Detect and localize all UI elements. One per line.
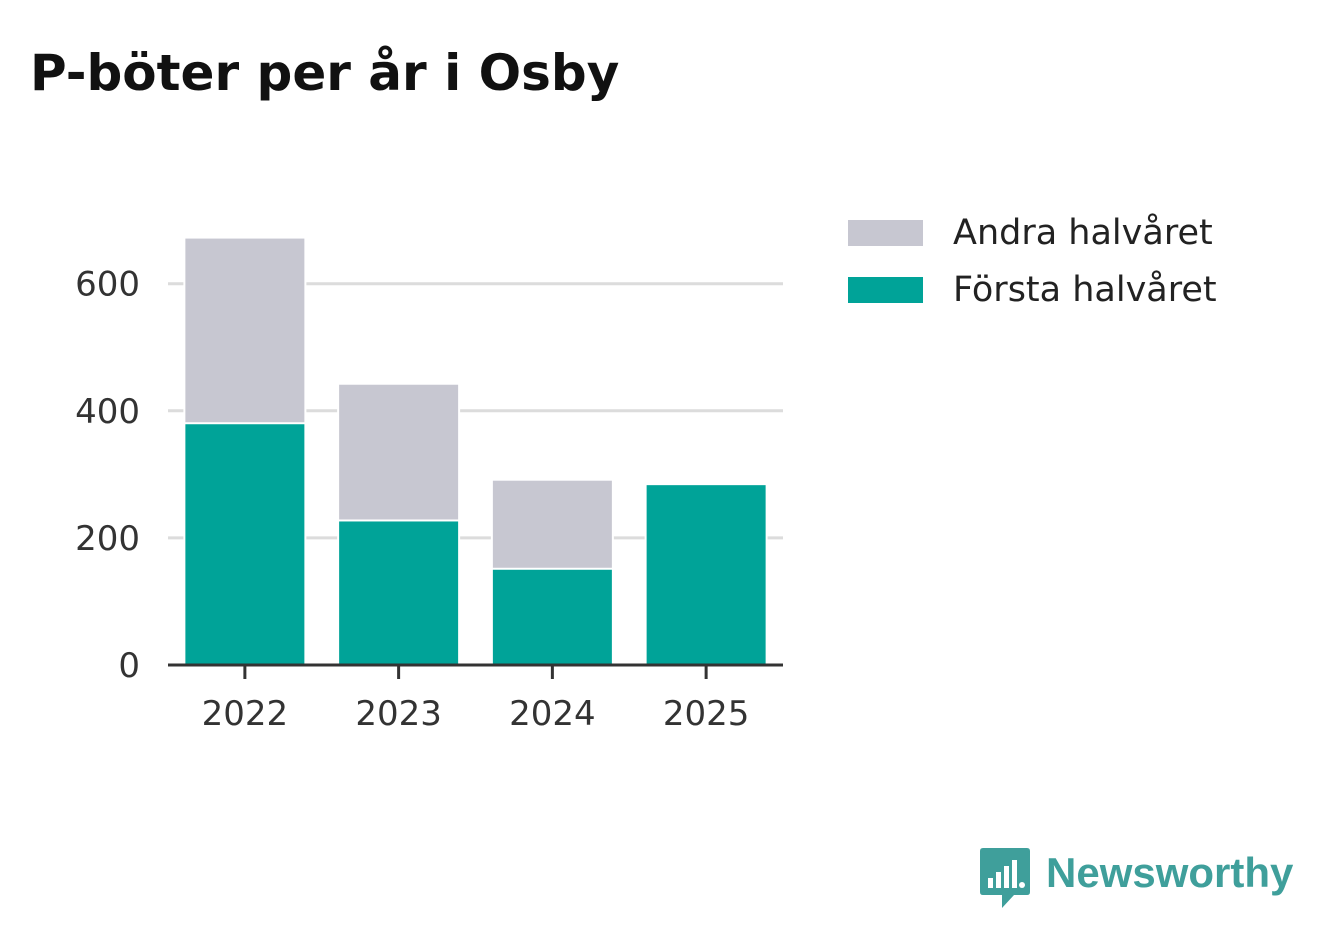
y-tick-label-400: 400 bbox=[75, 392, 140, 432]
legend: Andra halvåret Första halvåret bbox=[848, 210, 1217, 324]
y-tick-label-600: 600 bbox=[75, 265, 140, 305]
x-tick-label-2023: 2023 bbox=[355, 694, 442, 734]
newsworthy-logo-icon bbox=[980, 848, 1030, 908]
y-tick-label-0: 0 bbox=[118, 646, 140, 686]
legend-label-andra: Andra halvåret bbox=[953, 213, 1213, 253]
bar-2025-forsta bbox=[644, 483, 768, 667]
newsworthy-logo: Newsworthy bbox=[980, 848, 1293, 910]
legend-swatch-andra bbox=[848, 220, 923, 246]
axes: 0 200 400 600 2022 2023 2024 2025 bbox=[75, 265, 783, 734]
bar-2022-forsta bbox=[183, 420, 307, 668]
x-tick-label-2025: 2025 bbox=[663, 694, 750, 734]
bars bbox=[183, 236, 768, 668]
bar-2023-forsta bbox=[337, 517, 461, 668]
newsworthy-logo-text: Newsworthy bbox=[1046, 849, 1294, 896]
bar-2022-andra bbox=[183, 236, 307, 425]
y-tick-label-200: 200 bbox=[75, 519, 140, 559]
chart-title: P-böter per år i Osby bbox=[30, 44, 620, 102]
bar-2023-andra bbox=[337, 382, 461, 522]
legend-item-forsta: Första halvåret bbox=[848, 267, 1217, 313]
legend-item-andra: Andra halvåret bbox=[848, 210, 1217, 256]
bar-2024-andra bbox=[490, 478, 614, 570]
legend-swatch-forsta bbox=[848, 277, 923, 303]
x-tick-label-2024: 2024 bbox=[509, 694, 596, 734]
legend-label-forsta: Första halvåret bbox=[953, 270, 1217, 310]
bar-2024-forsta bbox=[490, 565, 614, 667]
x-tick-label-2022: 2022 bbox=[202, 694, 289, 734]
